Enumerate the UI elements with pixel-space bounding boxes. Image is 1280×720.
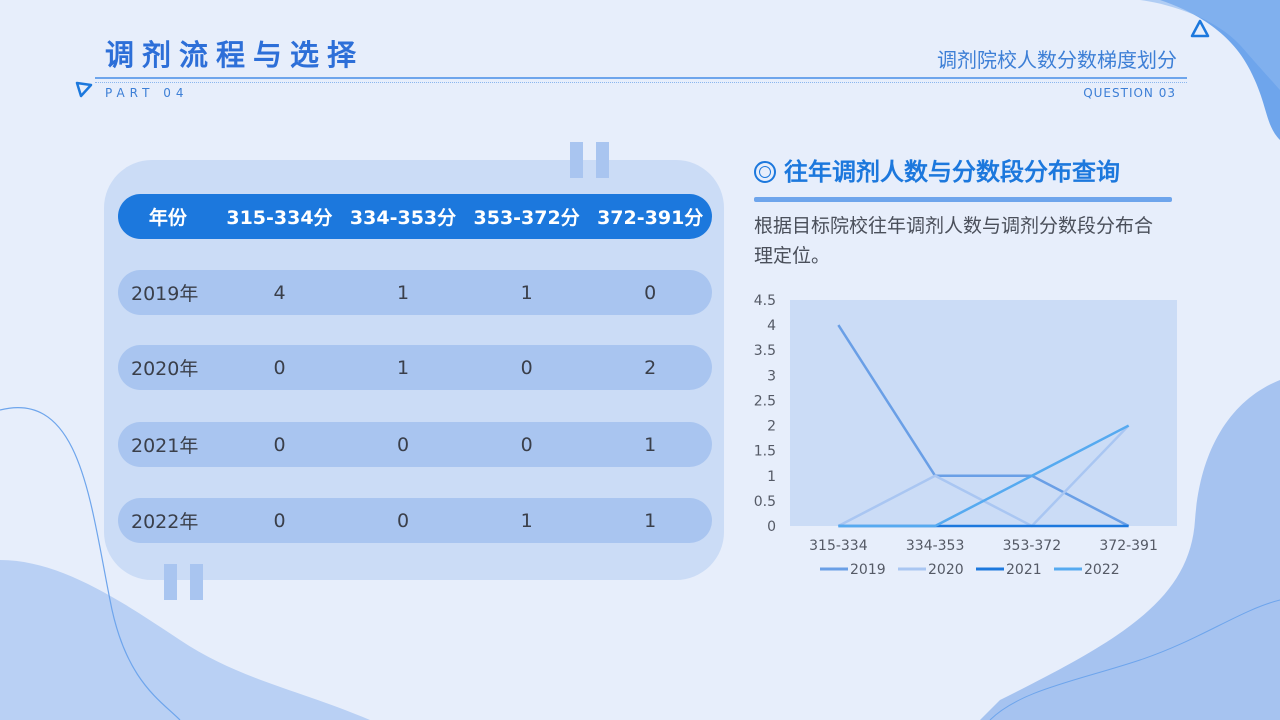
- section-underline: [754, 197, 1172, 202]
- table-cell: 0: [520, 356, 533, 379]
- table-header-row: 年份 315-334分 334-353分 353-372分 372-391分: [118, 194, 712, 239]
- page-subtitle: 调剂院校人数分数梯度划分: [937, 48, 1177, 72]
- y-tick-label: 0.5: [754, 494, 776, 510]
- triangle-icon-top-right: [1190, 19, 1210, 38]
- table-cell: 1: [644, 433, 657, 456]
- section-title-text: 往年调剂人数与分数段分布查询: [784, 158, 1120, 186]
- y-tick-label: 1.5: [754, 444, 776, 460]
- bottom-right-curve: [989, 599, 1280, 720]
- line-chart: 0 0.5 1 1.5 2 2.5 3 3.5 4 4.5 315-334 334-353 353-37…: [754, 293, 1177, 578]
- table-cell: 1: [520, 281, 533, 304]
- part-label: PART 04: [105, 86, 189, 100]
- section-description: 根据目标院校往年调剂人数与调剂分数段分布合理定位。: [754, 215, 1154, 267]
- quote-mark-bottom: [164, 564, 177, 600]
- x-tick-label: 315-334: [809, 538, 868, 554]
- table-cell: 2019年: [131, 283, 199, 305]
- table-cell: 1: [397, 356, 410, 379]
- table-row: 2020年 0 1 0 2: [118, 345, 712, 390]
- question-label: QUESTION 03: [1083, 86, 1176, 100]
- table-cell: 0: [644, 281, 657, 304]
- page-title: 调剂流程与选择: [105, 38, 365, 72]
- y-tick-label: 2: [767, 419, 776, 435]
- legend-label: 2021: [1006, 562, 1042, 578]
- y-tick-label: 4.5: [754, 293, 776, 309]
- bottom-right-blob: [980, 380, 1280, 720]
- header-dotted-divider: [95, 82, 1187, 83]
- y-tick-label: 2.5: [754, 393, 776, 409]
- quote-mark-top: [596, 142, 609, 178]
- table-cell: 0: [397, 433, 410, 456]
- table-cell: 0: [397, 509, 410, 532]
- x-tick-label: 334-353: [906, 538, 965, 554]
- table-cell: 2021年: [131, 435, 199, 457]
- table-row: 2019年 4 1 1 0: [118, 270, 712, 315]
- header-divider: [95, 77, 1187, 79]
- quote-mark-top: [570, 142, 583, 178]
- triangle-icon-left: [75, 81, 93, 98]
- target-ring-icon: [754, 161, 776, 183]
- table-cell: 0: [273, 433, 286, 456]
- top-right-blob-light: [1140, 0, 1280, 90]
- y-tick-label: 3.5: [754, 343, 776, 359]
- table-cell: 2: [644, 356, 657, 379]
- series-line-2022: [838, 424, 1130, 528]
- legend-label: 2022: [1084, 562, 1120, 578]
- table-row: 2021年 0 0 0 1: [118, 422, 712, 467]
- table-cell: 0: [273, 509, 286, 532]
- section-title: 往年调剂人数与分数段分布查询: [754, 152, 1120, 187]
- table-header-cell: 353-372分: [473, 207, 580, 229]
- table-row: 2022年 0 0 1 1: [118, 498, 712, 543]
- legend-label: 2019: [850, 562, 886, 578]
- table-cell: 0: [273, 356, 286, 379]
- table-cell: 0: [520, 433, 533, 456]
- x-tick-label: 353-372: [1003, 538, 1062, 554]
- series-line-2019: [837, 324, 1130, 528]
- y-tick-label: 3: [767, 368, 776, 384]
- plot-area: [790, 300, 1177, 526]
- y-tick-label: 1: [767, 469, 776, 485]
- table-cell: 1: [644, 509, 657, 532]
- x-tick-label: 372-391: [1099, 538, 1158, 554]
- table-header-cell: 372-391分: [597, 207, 704, 229]
- table-cell: 1: [520, 509, 533, 532]
- table-header-cell: 315-334分: [226, 207, 333, 229]
- table-cell: 4: [273, 281, 286, 304]
- legend-label: 2020: [928, 562, 964, 578]
- table-cell: 2020年: [131, 358, 199, 380]
- table-cell: 2022年: [131, 511, 199, 533]
- table-header-cell: 334-353分: [349, 207, 457, 229]
- y-tick-label: 0: [767, 519, 776, 535]
- table-header-cell: 年份: [148, 207, 187, 229]
- y-tick-label: 4: [767, 318, 776, 334]
- bottom-left-curve: [0, 407, 181, 720]
- table-cell: 1: [397, 281, 410, 304]
- quote-mark-bottom: [190, 564, 203, 600]
- bottom-left-blob: [0, 560, 370, 720]
